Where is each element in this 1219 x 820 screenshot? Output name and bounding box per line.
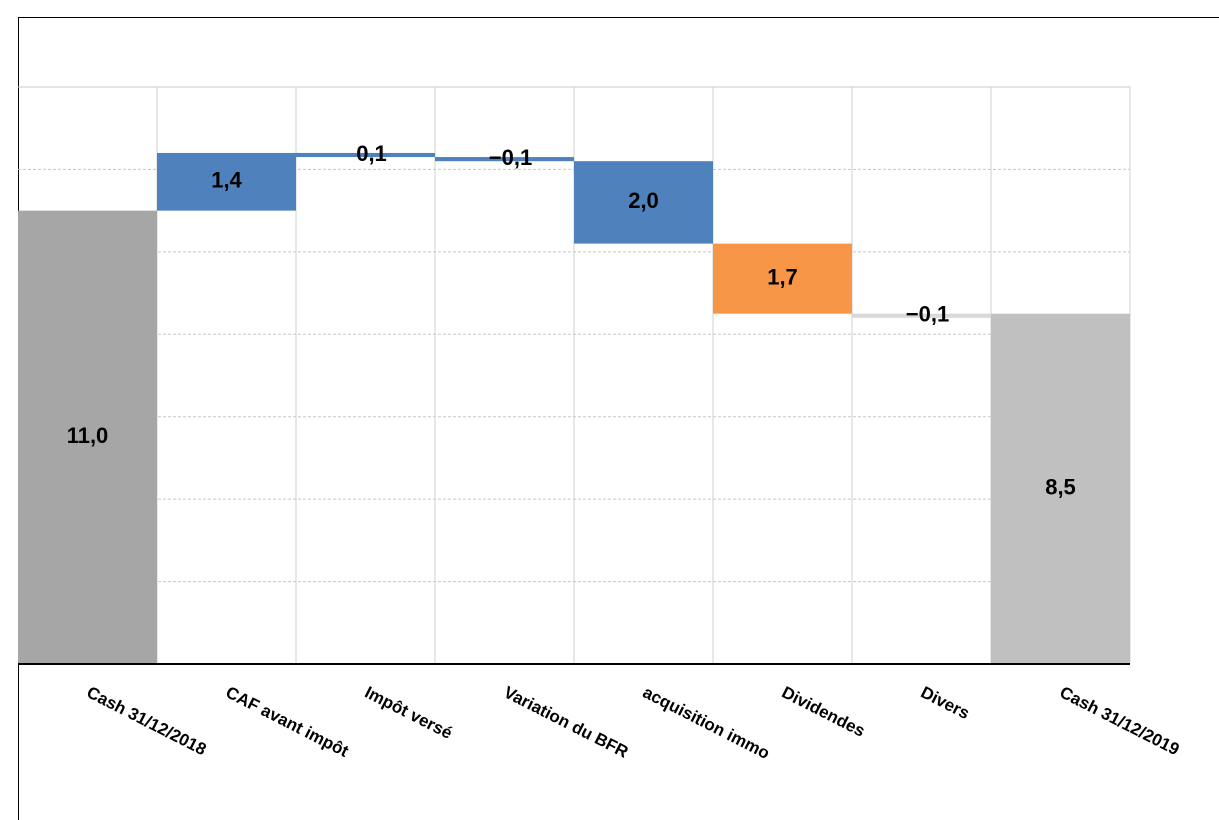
value-label: −0,1 <box>489 145 532 170</box>
value-label: 0,1 <box>356 141 387 166</box>
bar <box>435 157 574 162</box>
bar <box>713 243 852 314</box>
x-tick-label: CAF avant impôt <box>223 683 352 761</box>
bar <box>296 152 435 158</box>
x-tick-label: Variation du BFR <box>501 683 632 762</box>
bar <box>18 210 157 664</box>
value-label: 8,5 <box>1045 475 1076 500</box>
value-label: 1,4 <box>211 168 242 193</box>
x-tick-label: Impôt versé <box>362 683 456 743</box>
bar <box>991 313 1130 664</box>
x-tick-label: Cash 31/12/2019 <box>1057 683 1183 760</box>
x-tick-label: acquisition immo <box>640 683 773 763</box>
x-tick-label: Cash 31/12/2018 <box>84 683 210 760</box>
bar <box>852 313 991 318</box>
value-label: 2,0 <box>628 188 659 213</box>
x-tick-label: Dividendes <box>779 683 868 741</box>
value-label: 11,0 <box>67 423 109 448</box>
bar <box>574 161 713 244</box>
x-tick-label: Divers <box>918 683 973 724</box>
bar <box>157 152 296 211</box>
value-label: 1,7 <box>767 264 798 289</box>
value-label: −0,1 <box>906 302 949 327</box>
